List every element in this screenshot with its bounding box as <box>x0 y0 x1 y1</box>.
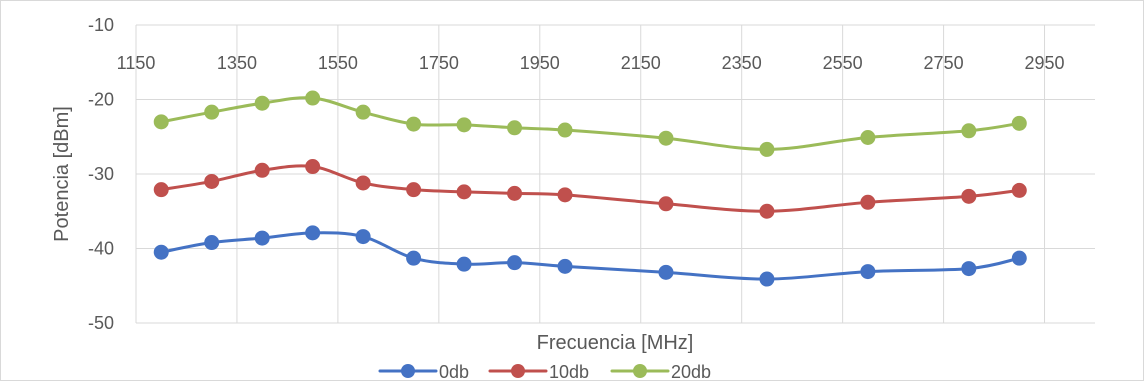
data-point-20db <box>254 95 270 111</box>
data-point-10db <box>406 182 422 198</box>
data-point-0db <box>254 230 270 246</box>
series-layer <box>153 90 1027 287</box>
legend-marker-0db <box>401 364 415 378</box>
x-tick-label: 2950 <box>1025 53 1065 73</box>
series-10db <box>153 159 1027 219</box>
series-0db <box>153 225 1027 287</box>
data-point-20db <box>1011 115 1027 131</box>
data-point-10db <box>557 187 573 203</box>
data-point-0db <box>355 229 371 245</box>
x-tick-label: 2750 <box>924 53 964 73</box>
x-tick-label: 2150 <box>621 53 661 73</box>
data-point-20db <box>456 117 472 133</box>
data-point-0db <box>759 271 775 287</box>
data-point-10db <box>507 185 523 201</box>
legend-marker-20db <box>633 364 647 378</box>
data-point-0db <box>153 244 169 260</box>
data-point-10db <box>153 182 169 198</box>
legend-label-10db: 10db <box>549 362 589 382</box>
data-point-10db <box>658 196 674 212</box>
x-tick-label: 2550 <box>823 53 863 73</box>
legend-label-20db: 20db <box>671 362 711 382</box>
data-point-20db <box>961 123 977 139</box>
data-point-10db <box>204 173 220 189</box>
legend-item-20db: 20db <box>610 362 711 382</box>
y-tick-label: -30 <box>88 164 114 184</box>
legend-item-0db: 0db <box>378 362 469 382</box>
x-tick-label: 1150 <box>117 53 156 73</box>
series-line-20db <box>159 96 1021 151</box>
legend: 0db 10db 20db <box>378 362 711 382</box>
data-point-20db <box>860 129 876 145</box>
legend-item-10db: 10db <box>488 362 589 382</box>
y-tick-label: -40 <box>88 239 114 259</box>
data-point-10db <box>456 184 472 200</box>
series-line-0db <box>159 231 1021 281</box>
tick-labels: 1150 1350 1550 1750 1950 2150 2350 2550 2750 2950… <box>88 15 1065 333</box>
data-point-20db <box>658 130 674 146</box>
data-point-10db <box>860 194 876 210</box>
data-point-0db <box>860 264 876 280</box>
data-point-0db <box>456 256 472 272</box>
data-point-20db <box>153 114 169 130</box>
data-point-20db <box>406 116 422 132</box>
data-point-0db <box>406 250 422 266</box>
data-point-10db <box>305 159 321 175</box>
y-tick-label: -20 <box>88 90 114 110</box>
x-tick-label: 2350 <box>722 53 762 73</box>
data-point-0db <box>658 264 674 280</box>
data-point-20db <box>204 104 220 120</box>
data-point-0db <box>204 235 220 251</box>
data-point-0db <box>557 258 573 274</box>
data-point-10db <box>961 188 977 204</box>
y-tick-label: -50 <box>88 313 114 333</box>
data-point-10db <box>1011 182 1027 198</box>
data-point-0db <box>305 225 321 241</box>
data-point-20db <box>355 104 371 120</box>
x-tick-label: 1750 <box>419 53 459 73</box>
data-point-0db <box>507 255 523 271</box>
data-point-10db <box>254 162 270 178</box>
legend-label-0db: 0db <box>439 362 469 382</box>
y-axis-title: Potencia [dBm] <box>51 106 73 242</box>
y-tick-label: -10 <box>88 15 114 35</box>
legend-marker-10db <box>511 364 525 378</box>
x-axis-title: Frecuencia [MHz] <box>537 332 694 354</box>
x-tick-label: 1550 <box>318 53 358 73</box>
data-point-0db <box>1011 250 1027 266</box>
data-point-10db <box>759 203 775 219</box>
x-tick-label: 1350 <box>217 53 257 73</box>
data-point-20db <box>759 141 775 157</box>
x-tick-label: 1950 <box>520 53 560 73</box>
data-point-20db <box>507 120 523 136</box>
data-point-20db <box>305 90 321 106</box>
data-point-20db <box>557 122 573 138</box>
series-line-10db <box>159 164 1021 213</box>
grid-lines <box>135 24 1095 324</box>
data-point-10db <box>355 175 371 191</box>
data-point-0db <box>961 261 977 277</box>
series-20db <box>153 90 1027 157</box>
